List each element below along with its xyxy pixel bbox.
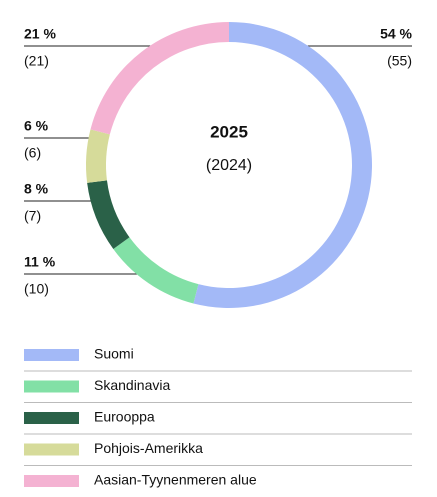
center-subtitle: (2024): [206, 157, 252, 174]
previous-value-label: (7): [24, 208, 41, 224]
previous-value-label: (55): [387, 53, 412, 69]
donut-segment: [86, 129, 110, 183]
value-label: 8 %: [24, 181, 49, 197]
value-label: 54 %: [380, 26, 412, 42]
legend-swatch: [24, 380, 79, 393]
value-label: 21 %: [24, 26, 56, 42]
center-title: 2025: [210, 122, 248, 141]
legend-swatch: [24, 443, 79, 456]
value-label: 11 %: [24, 254, 56, 270]
legend-swatch: [24, 412, 79, 424]
previous-value-label: (6): [24, 145, 41, 161]
previous-value-label: (10): [24, 281, 49, 297]
value-label: 6 %: [24, 118, 49, 134]
legend-label: Pohjois-Amerikka: [94, 440, 203, 456]
legend-label: Aasian-Tyynenmeren alue: [94, 472, 257, 488]
donut-segment: [113, 237, 199, 304]
legend-label: Skandinavia: [94, 377, 170, 393]
donut-segment: [87, 180, 130, 250]
donut-segment: [90, 22, 229, 135]
previous-value-label: (21): [24, 53, 49, 69]
legend-label: Suomi: [94, 346, 134, 362]
legend-swatch: [24, 349, 79, 361]
legend-swatch: [24, 475, 79, 487]
legend-label: Eurooppa: [94, 409, 155, 425]
